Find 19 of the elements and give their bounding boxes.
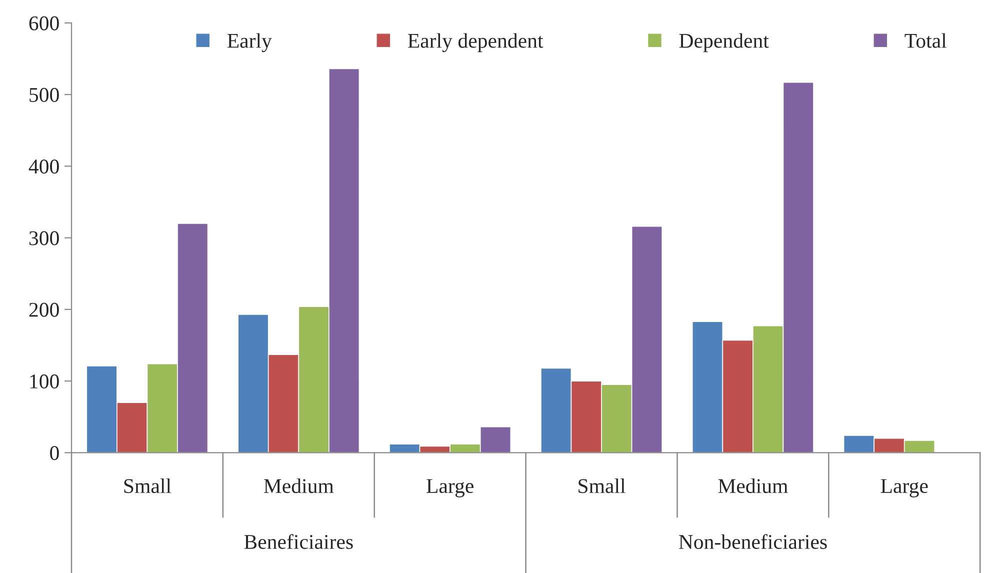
y-tick-label: 300 [29, 231, 59, 246]
y-tick-label: 0 [50, 446, 59, 460]
x-tick-label: Small [578, 478, 626, 494]
legend-label: Dependent [679, 33, 769, 52]
legend-label: Early dependent [408, 33, 544, 52]
text: Beneficiaires [244, 534, 353, 549]
x-tick-label: Medium [264, 478, 334, 494]
legend-label: Total [904, 33, 946, 48]
x-tick-label: Medium [718, 478, 788, 494]
y-tick-label: 200 [29, 302, 59, 317]
y-tick-label: 600 [29, 16, 59, 30]
x-tick-label: Large [426, 479, 474, 498]
y-tick-label: 500 [30, 88, 59, 102]
legend-label: Early [227, 33, 272, 52]
x-tick-label: Large [880, 479, 928, 498]
x-tick-label: Small [124, 478, 172, 494]
text: Non-beneficiaries [678, 534, 827, 549]
y-tick-label: 100 [30, 374, 59, 388]
y-tick-label: 400 [28, 160, 59, 174]
